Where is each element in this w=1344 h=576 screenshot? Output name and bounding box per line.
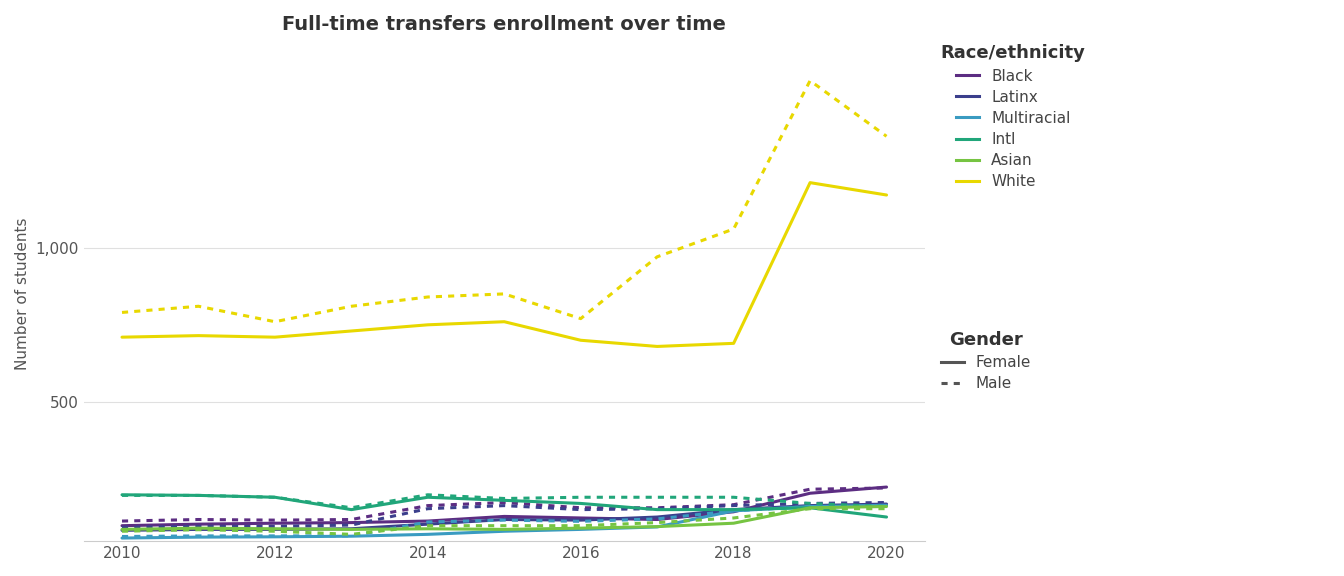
Legend: Female, Male: Female, Male [941, 331, 1031, 392]
Title: Full-time transfers enrollment over time: Full-time transfers enrollment over time [282, 15, 726, 34]
Y-axis label: Number of students: Number of students [15, 218, 30, 370]
